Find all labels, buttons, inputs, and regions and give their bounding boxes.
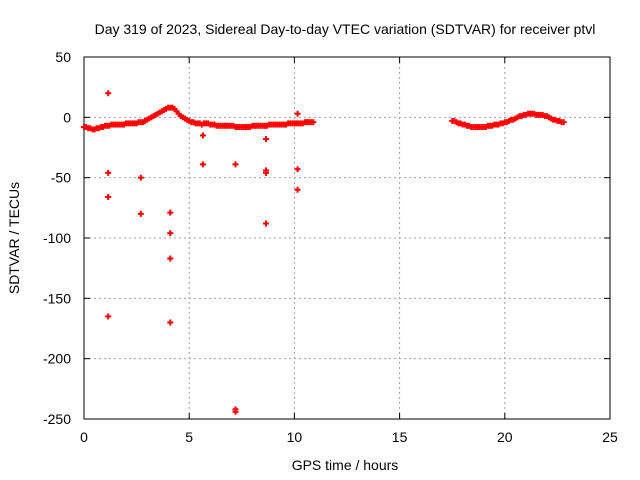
data-point (294, 110, 301, 117)
data-point (199, 161, 206, 168)
data-point (167, 319, 174, 326)
x-axis-label: GPS time / hours (292, 457, 399, 473)
data-point (262, 220, 269, 227)
y-tick-label: -100 (43, 230, 71, 246)
y-tick-label: -250 (43, 411, 71, 427)
data-point (232, 161, 239, 168)
data-point (105, 193, 112, 200)
y-tick-label: 50 (55, 49, 71, 65)
y-tick-label: -150 (43, 290, 71, 306)
data-point (105, 169, 112, 176)
x-tick-label: 20 (497, 429, 513, 445)
axis-ticks: 0 5 10 15 20 25 50 0 -50 -100 -150 -200 -250 (43, 49, 618, 445)
data-point (137, 210, 144, 217)
y-tick-label: -200 (43, 351, 71, 367)
data-point (294, 166, 301, 173)
data-point (294, 186, 301, 193)
data-point (105, 90, 112, 97)
data-point (167, 255, 174, 262)
data-point (232, 408, 239, 415)
data-point (262, 169, 269, 176)
data-point (167, 209, 174, 216)
data-point (167, 230, 174, 237)
data-points (81, 90, 567, 415)
grid (84, 57, 610, 419)
x-tick-label: 15 (392, 429, 408, 445)
data-point (105, 313, 112, 320)
x-tick-label: 5 (185, 429, 193, 445)
data-point (310, 119, 317, 126)
y-axis-label: SDTVAR / TECUs (6, 182, 22, 294)
y-tick-label: -50 (51, 170, 71, 186)
data-point (262, 136, 269, 143)
x-tick-label: 25 (602, 429, 618, 445)
data-point (137, 174, 144, 181)
x-tick-label: 10 (287, 429, 303, 445)
y-tick-label: 0 (63, 109, 71, 125)
data-point (560, 119, 567, 126)
x-tick-label: 0 (80, 429, 88, 445)
chart-title: Day 319 of 2023, Sidereal Day-to-day VTE… (95, 21, 596, 37)
data-point (199, 132, 206, 139)
